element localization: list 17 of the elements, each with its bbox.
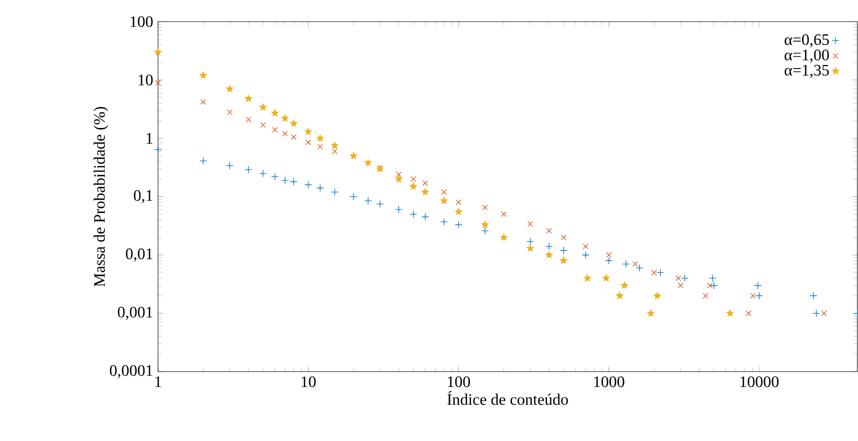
x-tick-label: 10000 (740, 376, 779, 388)
x-tick-label: 100 (448, 376, 470, 388)
x-tick-label: 10 (302, 376, 316, 388)
legend-label: α=1,00 (784, 50, 829, 63)
y-tick-label: 1 (146, 133, 152, 144)
y-tick-label: 0,1 (134, 190, 152, 204)
y-tick-label: 100 (130, 16, 153, 28)
y-tick-label: 0,01 (126, 248, 152, 262)
y-tick-label: 0,0001 (110, 365, 152, 378)
x-tick-label: 1000 (594, 376, 624, 388)
y-tick-label: 0,001 (118, 306, 152, 320)
legend-label: α=1,35 (784, 64, 829, 78)
x-tick-label: 1 (155, 376, 162, 387)
y-axis-title: Massa de Probabilidade (%) (94, 106, 108, 287)
legend-label: α=0,65 (784, 34, 829, 48)
x-axis-title: Índice de conteúdo (447, 390, 568, 405)
y-tick-label: 10 (138, 74, 153, 86)
